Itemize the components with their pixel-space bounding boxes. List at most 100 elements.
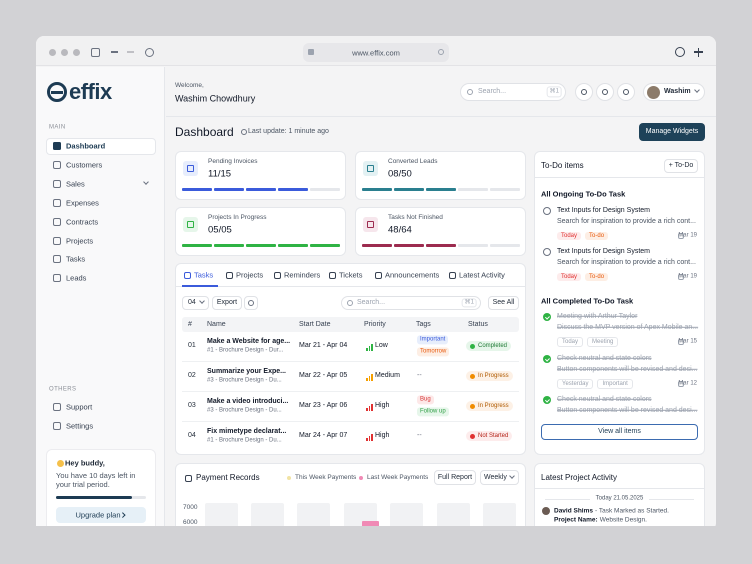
status: In Progress xyxy=(478,403,509,409)
tab[interactable]: Latest Activity xyxy=(459,270,505,280)
legend-dot xyxy=(359,476,363,480)
progress-segment xyxy=(362,188,392,191)
icon xyxy=(678,274,684,280)
table-header xyxy=(182,317,519,332)
task-dates: Mar 22 - Apr 05 xyxy=(299,371,348,379)
full-report-button[interactable] xyxy=(434,470,476,485)
stat-icon xyxy=(363,217,378,232)
task-name: Summarize your Expe... xyxy=(207,367,286,375)
todo-text: Button components will be revised and de… xyxy=(557,406,698,414)
tab[interactable]: Tasks xyxy=(194,270,214,280)
task-name: Make a video introduci... xyxy=(207,397,289,405)
section-title: All Completed To-Do Task xyxy=(541,296,634,306)
tag: Today xyxy=(557,232,582,240)
icon xyxy=(53,217,61,226)
wave-icon xyxy=(56,459,64,467)
tag: Important xyxy=(417,335,449,345)
status-pill: Not Started xyxy=(466,431,513,441)
card xyxy=(534,151,705,455)
export-button[interactable] xyxy=(212,296,242,310)
stat-icon xyxy=(183,161,198,176)
tab[interactable]: Tickets xyxy=(339,270,363,280)
add-todo-text: + To-Do xyxy=(668,161,694,169)
progress-segment xyxy=(182,188,212,191)
search-box[interactable] xyxy=(460,83,566,101)
user-name: Washim Chowdhury xyxy=(175,93,256,104)
back-icon xyxy=(111,51,118,53)
last-update: Last update: 1 minute ago xyxy=(248,127,329,135)
column-header: Start Date xyxy=(299,320,331,328)
viewport: www.effix.com effix MAIN Dashboard Customers… xyxy=(36,36,716,526)
tag-row: Yesterday Important xyxy=(557,379,633,389)
search-placeholder: Search... xyxy=(478,87,507,95)
tag: Follow up xyxy=(417,407,449,417)
full-report-text: Full Report xyxy=(437,473,473,481)
icon xyxy=(53,255,61,264)
add-todo-button[interactable] xyxy=(664,159,698,173)
stat-value: 08/50 xyxy=(388,168,412,180)
tab[interactable]: Announcements xyxy=(385,270,440,280)
nav-item[interactable]: Contracts xyxy=(66,217,99,227)
nav-item[interactable]: Leads xyxy=(66,273,87,283)
nav-item[interactable]: Tasks xyxy=(66,254,86,264)
priority-icon xyxy=(371,434,373,441)
card-title: Latest Project Activity xyxy=(541,473,618,483)
todo-checkbox xyxy=(543,248,551,256)
nav-item[interactable]: Projects xyxy=(66,236,94,245)
chart-column-bg xyxy=(483,503,516,526)
todo-text: Discuss the MVP version of Apex Mobile a… xyxy=(557,323,699,331)
priority: High xyxy=(375,401,390,409)
view-all-button[interactable] xyxy=(541,424,698,440)
tab[interactable]: Projects xyxy=(236,270,264,280)
avatar xyxy=(542,507,550,515)
see-all-button[interactable] xyxy=(488,296,519,310)
nav-item[interactable]: Customers xyxy=(66,160,103,170)
stat-icon xyxy=(183,217,198,232)
progress-segment xyxy=(246,244,276,247)
tag: Today xyxy=(557,337,584,347)
status-dot xyxy=(470,343,475,349)
progress-segment xyxy=(310,188,340,191)
nav-item[interactable]: Expenses xyxy=(66,198,99,208)
progress-segment xyxy=(458,188,488,191)
status: In Progress xyxy=(478,373,509,379)
status-dot xyxy=(470,403,475,409)
logo: effix xyxy=(69,78,112,104)
nav-item[interactable]: Sales xyxy=(66,179,85,189)
tab[interactable]: Reminders xyxy=(284,270,321,280)
icon xyxy=(90,47,100,57)
task-dates: Mar 21 - Apr 04 xyxy=(299,341,348,349)
nav-item[interactable]: Dashboard xyxy=(66,141,106,151)
icon xyxy=(678,233,684,239)
page-size-select[interactable] xyxy=(182,296,209,310)
table-search[interactable] xyxy=(341,296,481,310)
nav-item[interactable]: Settings xyxy=(66,421,94,431)
task-dates: Mar 24 - Apr 07 xyxy=(299,431,348,439)
row-id: 01 xyxy=(188,341,196,349)
task-dates: Mar 23 - Apr 06 xyxy=(299,401,348,409)
todo-date: Mar 12 xyxy=(678,380,697,387)
task-detail: #3 - Brochure Design - Du... xyxy=(207,407,282,414)
stat-label: Converted Leads xyxy=(388,158,438,166)
icon xyxy=(53,198,61,207)
url-bar[interactable] xyxy=(303,43,449,62)
icon xyxy=(53,160,61,169)
progress-segment xyxy=(362,244,392,247)
nav-item[interactable]: Support xyxy=(66,402,93,412)
stat-icon-inner xyxy=(367,165,374,172)
stat-value: 05/05 xyxy=(208,224,232,236)
icon xyxy=(53,236,61,245)
stat-value: 11/15 xyxy=(208,168,232,180)
icon xyxy=(53,142,61,150)
lock-icon xyxy=(308,49,314,55)
card xyxy=(175,263,526,455)
period-select[interactable] xyxy=(480,470,519,485)
manage-widgets-button[interactable] xyxy=(639,123,705,141)
priority-icon xyxy=(368,376,370,381)
progress-segment xyxy=(426,188,456,191)
section-title: All Ongoing To-Do Task xyxy=(541,189,626,199)
stat-icon-inner xyxy=(187,221,194,228)
upgrade-button[interactable] xyxy=(56,507,146,523)
icon xyxy=(678,339,684,345)
